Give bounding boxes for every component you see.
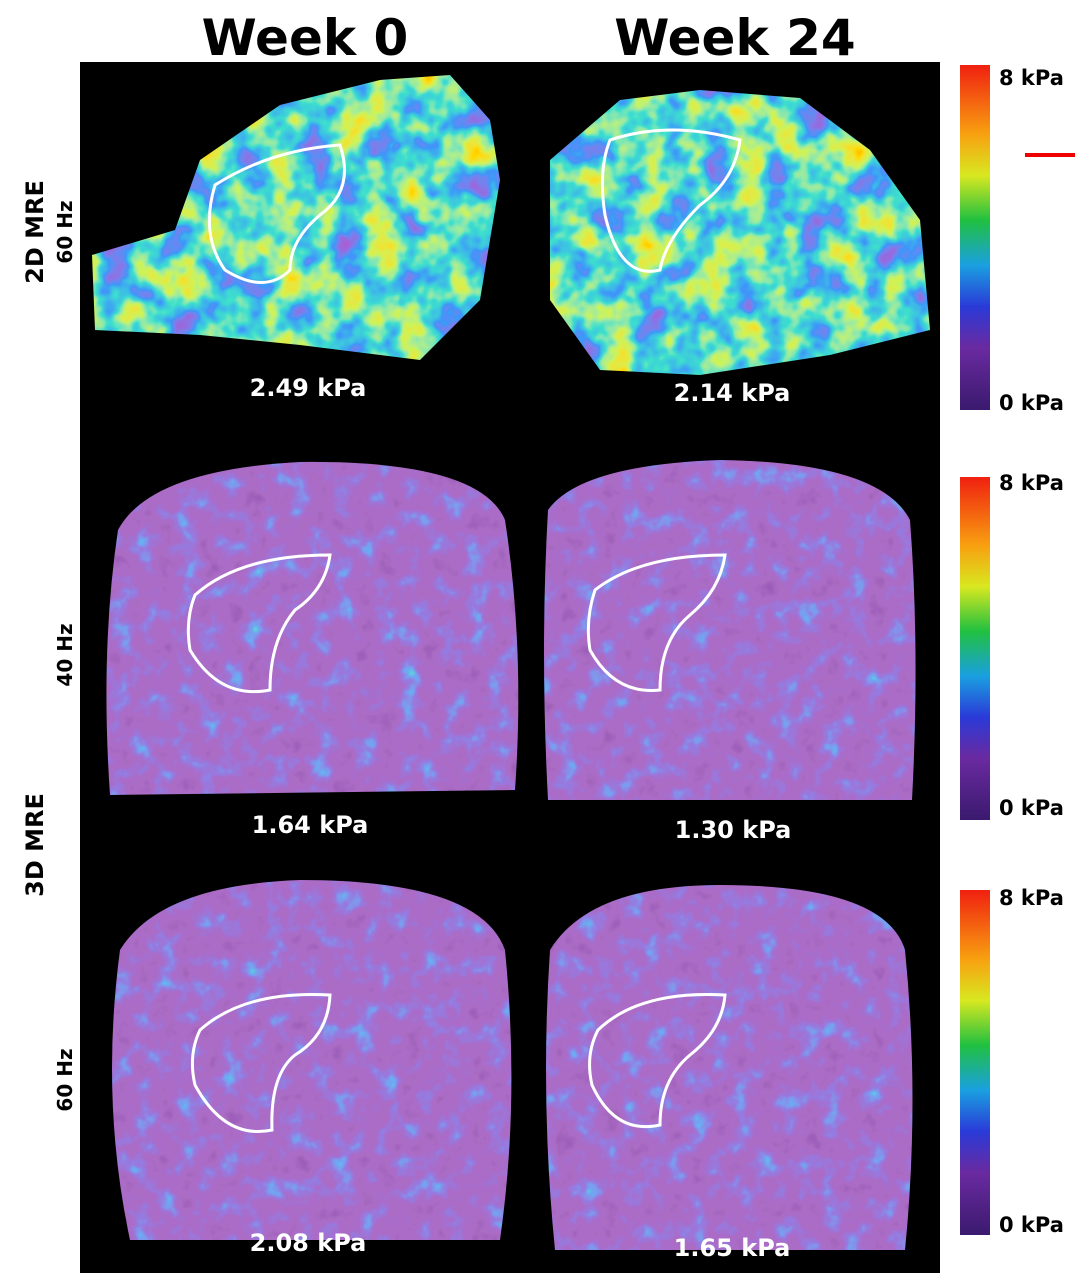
column-header: Week 24 bbox=[614, 9, 855, 67]
colorbar bbox=[960, 65, 990, 410]
stiffness-value: 1.65 kPa bbox=[674, 1234, 791, 1262]
row-label: 60 Hz bbox=[53, 200, 77, 263]
elastogram bbox=[540, 880, 920, 1255]
row-group-label: 3D MRE bbox=[21, 793, 49, 897]
elastogram bbox=[100, 875, 525, 1245]
stiffness-value: 1.64 kPa bbox=[252, 811, 369, 839]
page: {"headers": ["Week 0", "Week 24"], "row_… bbox=[0, 0, 1075, 1273]
colorbar bbox=[960, 477, 990, 820]
stiffness-value: 2.14 kPa bbox=[674, 379, 791, 407]
row-label: 40 Hz bbox=[53, 623, 77, 686]
stiffness-value: 1.30 kPa bbox=[675, 816, 792, 844]
colorbar-min: 0 kPa bbox=[999, 796, 1064, 820]
row-group-label: 2D MRE bbox=[21, 180, 49, 284]
colorbar-max: 8 kPa bbox=[999, 66, 1064, 90]
colorbars bbox=[960, 65, 1075, 1235]
stiffness-value: 2.08 kPa bbox=[250, 1229, 367, 1257]
row-label: 60 Hz bbox=[53, 1048, 77, 1111]
column-header: Week 0 bbox=[202, 9, 409, 67]
colorbar-min: 0 kPa bbox=[999, 391, 1064, 415]
colorbar-min: 0 kPa bbox=[999, 1213, 1064, 1237]
colorbar bbox=[960, 890, 990, 1235]
elastogram bbox=[100, 455, 525, 800]
stiffness-value: 2.49 kPa bbox=[250, 374, 367, 402]
colorbar-max: 8 kPa bbox=[999, 471, 1064, 495]
colorbar-max: 8 kPa bbox=[999, 886, 1064, 910]
figure: Week 0 Week 24 2D MRE 60 Hz 3D MRE 40 Hz… bbox=[0, 0, 1075, 1273]
elastogram bbox=[540, 455, 920, 805]
